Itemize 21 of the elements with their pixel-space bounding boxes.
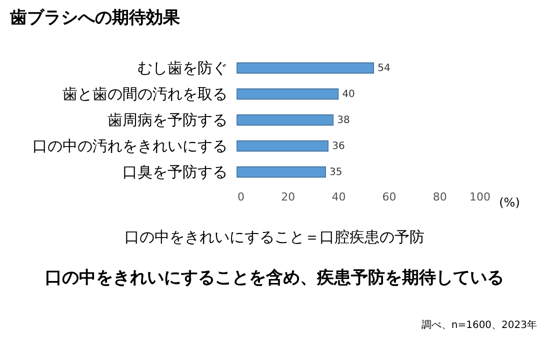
y-tick-label: むし歯を防ぐ	[138, 59, 228, 77]
x-tick-label: 100	[470, 190, 490, 204]
y-tick-label: 口臭を予防する	[122, 163, 228, 181]
text: 歯ブラシへの期待効果	[10, 7, 180, 29]
text: 口の中をきれいにすること＝口腔疾患の予防	[124, 228, 426, 247]
text: 口の中をきれいにすることを含め、疾患予防を期待している	[44, 267, 505, 289]
x-tick-label: 80	[432, 190, 447, 204]
data-label: 35	[330, 167, 342, 178]
x-tick-label: 40	[332, 190, 346, 204]
data-label: 38	[337, 115, 350, 126]
data-label: 40	[342, 89, 355, 100]
data-label: 36	[332, 141, 345, 152]
y-tick-label: 歯と歯の間の汚れを取る	[62, 85, 228, 103]
x-tick-label: 0	[238, 190, 244, 204]
y-tick-label: 歯周病を予防する	[108, 111, 228, 129]
x-tick-label: 20	[281, 190, 296, 204]
x-tick-label: 60	[382, 190, 396, 204]
data-label: 54	[378, 63, 390, 74]
text: 調べ、n=1600、2023年	[421, 318, 537, 332]
y-tick-label: 口の中の汚れをきれいにする	[32, 137, 228, 155]
x-axis-title: (%)	[499, 196, 520, 210]
